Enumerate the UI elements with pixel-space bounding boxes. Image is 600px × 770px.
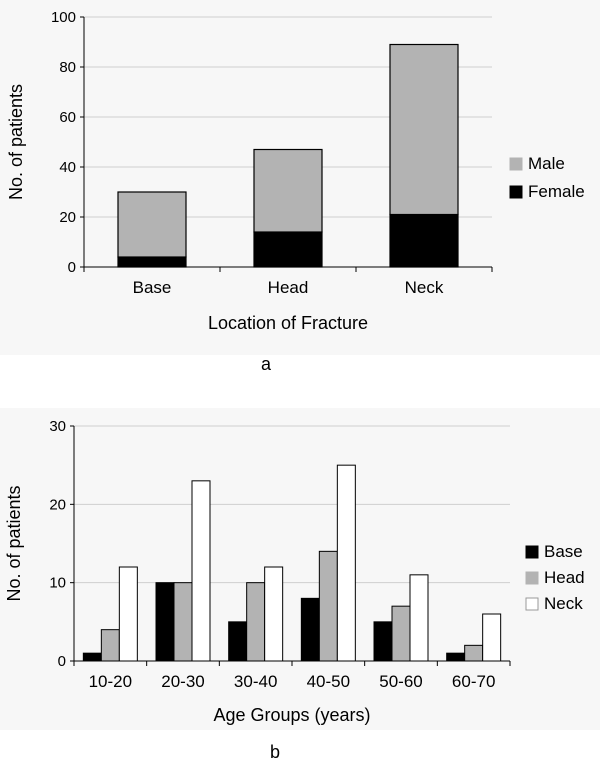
bar-head: [100, 629, 120, 662]
y-tick-label: 40: [59, 159, 76, 176]
chart-a-panel: 0 20 40 60 80 100 Base Head Neck Location of Frac…: [0, 0, 600, 355]
bar-head: [391, 605, 411, 662]
x-tick-label: Neck: [405, 278, 444, 297]
y-tick-label: 0: [68, 259, 76, 276]
y-axis-title: No. of patients: [4, 485, 24, 601]
bar-neck: [482, 613, 502, 662]
bar-female: [253, 231, 323, 268]
y-tick-label: 60: [59, 109, 76, 126]
bar-base: [373, 621, 393, 662]
bar-neck: [118, 566, 138, 662]
legend-swatch-head: [525, 571, 539, 585]
legend-label-male: Male: [528, 154, 565, 173]
chart-b-label: b: [270, 742, 281, 762]
x-tick-label: 30-40: [234, 672, 277, 691]
bar-base: [155, 582, 175, 662]
x-tick-label: Head: [268, 278, 309, 297]
y-tick-label: 10: [49, 575, 66, 592]
bar-head: [318, 550, 338, 662]
legend-swatch-base: [525, 545, 539, 559]
legend-label-neck: Neck: [544, 594, 583, 613]
y-axis-title: No. of patients: [6, 84, 26, 200]
x-tick-label: 10-20: [89, 672, 132, 691]
bar-base: [82, 652, 102, 662]
y-tick-label: 20: [49, 496, 66, 513]
y-tick-label: 0: [58, 653, 66, 670]
chart-b: 0 10 20 30 10-20 20-30 30-40 40-50 50-60 60-70 Age…: [4, 418, 585, 725]
x-axis-title: Age Groups (years): [213, 705, 370, 725]
legend-label-female: Female: [528, 182, 585, 201]
bar-female: [117, 256, 187, 268]
y-tick-label: 30: [49, 418, 66, 435]
chart-a-label: a: [261, 354, 272, 374]
bar-neck: [191, 480, 211, 662]
bar-neck: [409, 574, 429, 662]
chart-b-panel: 0 10 20 30 10-20 20-30 30-40 40-50 50-60 60-70 Age…: [0, 408, 600, 730]
y-tick-label: 100: [51, 9, 76, 26]
legend-swatch-male: [509, 157, 523, 171]
bar-male: [389, 43, 459, 216]
x-tick-label: Base: [133, 278, 172, 297]
y-tick-label: 80: [59, 59, 76, 76]
x-tick-label: 20-30: [161, 672, 204, 691]
x-axis-title: Location of Fracture: [208, 313, 368, 333]
bar-male: [117, 191, 187, 258]
legend-swatch-neck: [525, 597, 539, 611]
bar-female: [389, 213, 459, 268]
bar-base: [228, 621, 248, 662]
x-tick-label: 60-70: [452, 672, 495, 691]
x-tick-label: 50-60: [379, 672, 422, 691]
bar-male: [253, 148, 323, 233]
chart-a: 0 20 40 60 80 100 Base Head Neck Location of Frac…: [6, 9, 585, 333]
bar-base: [446, 652, 466, 662]
bar-base: [300, 597, 320, 662]
legend-label-head: Head: [544, 568, 585, 587]
bar-head: [173, 582, 193, 662]
bar-neck: [336, 464, 356, 662]
y-tick-label: 20: [59, 209, 76, 226]
x-tick-label: 40-50: [307, 672, 350, 691]
legend-label-base: Base: [544, 542, 583, 561]
bar-neck: [264, 566, 284, 662]
bar-head: [246, 582, 266, 662]
bar-head: [464, 644, 484, 662]
legend-swatch-female: [509, 185, 523, 199]
